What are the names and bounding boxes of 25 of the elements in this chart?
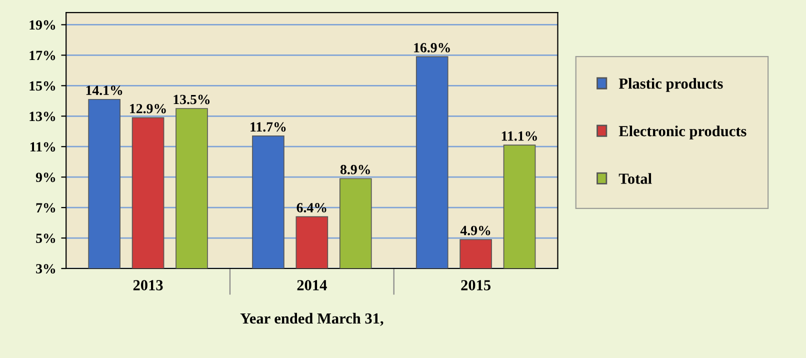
- y-tick-label: 13%: [30, 112, 56, 122]
- data-label: 11.1%: [502, 131, 537, 141]
- y-tick-label: 9%: [36, 172, 56, 182]
- legend-label: Electronic products: [618, 126, 746, 140]
- data-label: 8.9%: [340, 164, 370, 174]
- data-label: 11.7%: [250, 122, 286, 132]
- data-label: 16.9%: [414, 43, 450, 52]
- legend-label: Plastic products: [618, 78, 723, 92]
- x-tick-label: 2013: [133, 280, 163, 290]
- y-tick-label: 5%: [36, 234, 56, 244]
- data-label: 6.4%: [296, 202, 326, 212]
- data-label: 13.5%: [174, 94, 210, 104]
- x-axis-title: Year ended March 31,: [240, 312, 384, 326]
- y-tick-label: 15%: [30, 81, 56, 91]
- x-tick-label: 2015: [461, 280, 491, 290]
- legend-label: Total: [618, 173, 652, 184]
- y-tick-label: 17%: [30, 50, 56, 60]
- y-tick-label: 11%: [30, 142, 56, 152]
- x-tick-label: 2014: [297, 280, 327, 290]
- y-tick-label: 3%: [36, 264, 56, 274]
- y-tick-label: 7%: [36, 203, 56, 213]
- data-label: 4.9%: [460, 226, 490, 236]
- data-label: 12.9%: [130, 104, 166, 114]
- data-label: 14.1%: [86, 86, 122, 96]
- y-tick-label: 19%: [30, 20, 56, 30]
